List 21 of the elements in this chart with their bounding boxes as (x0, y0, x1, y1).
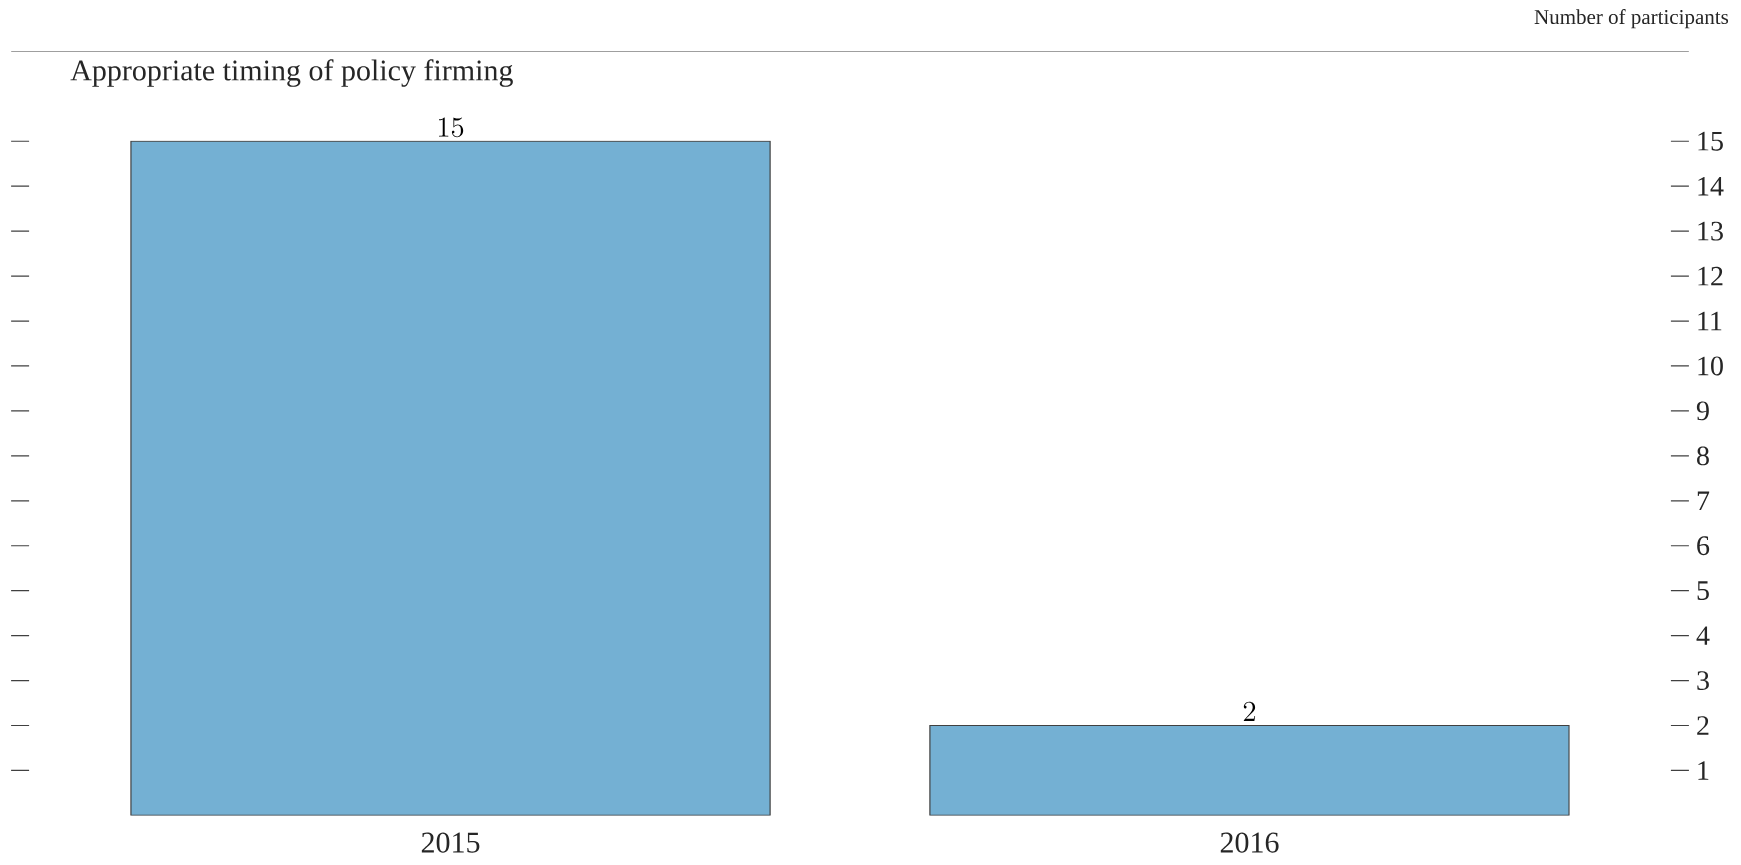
y-tick-label: 9 (1696, 401, 1709, 421)
y-tick-label: 5 (1697, 581, 1709, 600)
y-tick-label: 7 (1697, 491, 1710, 510)
y-tick-label: 4 (1696, 626, 1710, 645)
data-label: 2 (1243, 701, 1256, 721)
y-axis-title: Number of participants (1534, 9, 1729, 29)
y-tick-label: 14 (1698, 176, 1724, 196)
y-tick-label: 15 (1698, 131, 1723, 151)
chart-title: Appropriate timing of policy firming (70, 59, 513, 87)
y-tick-label: 13 (1698, 221, 1723, 241)
y-tick-label: 2 (1697, 716, 1709, 735)
y-tick-label: 6 (1697, 536, 1710, 556)
y-tick-label: 12 (1698, 266, 1723, 286)
data-label: 15 (439, 117, 464, 138)
y-tick-label: 1 (1698, 761, 1709, 780)
x-tick-label: 2015 (421, 832, 480, 853)
y-tick-label: 8 (1697, 446, 1709, 466)
y-tick-label: 10 (1698, 356, 1723, 376)
y-tick-label: 11 (1698, 311, 1722, 331)
y-tick-label: 3 (1697, 671, 1709, 690)
x-tick-label: 2016 (1220, 832, 1279, 853)
